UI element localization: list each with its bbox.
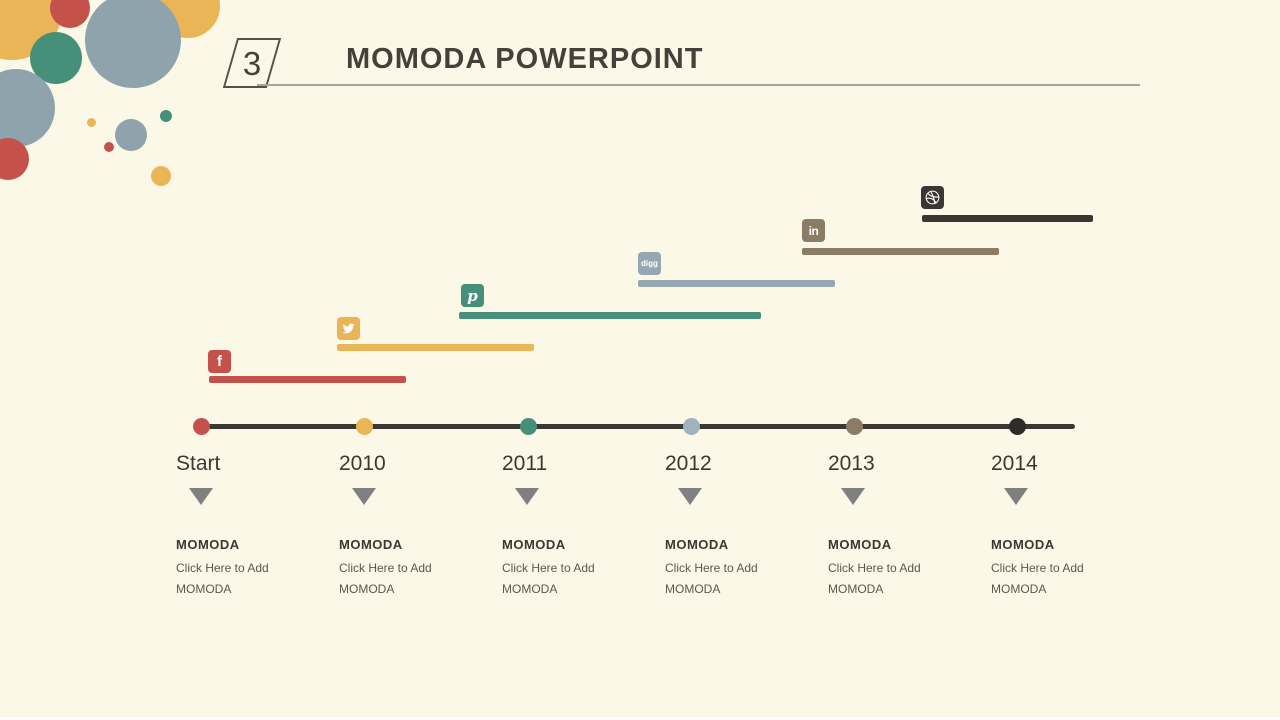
milestone-label: 2013 bbox=[828, 452, 875, 475]
facebook-glyph: f bbox=[217, 353, 222, 370]
arrow-down-icon bbox=[1004, 488, 1028, 505]
decorative-circle bbox=[104, 142, 114, 152]
pinterest-bar bbox=[459, 312, 761, 319]
timeline-dot-2013 bbox=[846, 418, 863, 435]
timeline-dot-2010 bbox=[356, 418, 373, 435]
milestone-placeholder-text[interactable]: Click Here to Add bbox=[991, 561, 1084, 575]
milestone-heading: MOMODA bbox=[339, 537, 403, 552]
milestone-placeholder-text[interactable]: MOMODA bbox=[828, 582, 884, 596]
arrow-down-icon bbox=[515, 488, 539, 505]
decorative-circle bbox=[115, 119, 147, 151]
milestone-label: 2012 bbox=[665, 452, 712, 475]
pinterest-icon: p bbox=[461, 284, 484, 307]
milestone-placeholder-text[interactable]: Click Here to Add bbox=[502, 561, 595, 575]
milestone-start: Start MOMODA Click Here to Add MOMODA bbox=[176, 452, 326, 602]
timeline-dot-2012 bbox=[683, 418, 700, 435]
milestone-placeholder-text[interactable]: MOMODA bbox=[665, 582, 721, 596]
dribbble-bar bbox=[922, 215, 1093, 222]
milestone-placeholder-text[interactable]: MOMODA bbox=[176, 582, 232, 596]
milestone-heading: MOMODA bbox=[502, 537, 566, 552]
decorative-circle bbox=[151, 166, 171, 186]
twitter-icon bbox=[337, 317, 360, 340]
facebook-icon: f bbox=[208, 350, 231, 373]
milestone-placeholder-text[interactable]: MOMODA bbox=[339, 582, 395, 596]
page-title: MOMODA POWERPOINT bbox=[346, 43, 704, 75]
milestone-label: 2010 bbox=[339, 452, 386, 475]
milestone-2012: 2012 MOMODA Click Here to Add MOMODA bbox=[665, 452, 815, 602]
arrow-down-icon bbox=[352, 488, 376, 505]
timeline-dot-2014 bbox=[1009, 418, 1026, 435]
section-number-box: 3 bbox=[222, 38, 282, 88]
milestone-heading: MOMODA bbox=[991, 537, 1055, 552]
arrow-down-icon bbox=[189, 488, 213, 505]
decorative-circle bbox=[85, 0, 181, 88]
milestone-2013: 2013 MOMODA Click Here to Add MOMODA bbox=[828, 452, 978, 602]
milestone-heading: MOMODA bbox=[176, 537, 240, 552]
milestone-label: Start bbox=[176, 452, 221, 475]
decorative-circle bbox=[160, 110, 172, 122]
milestone-2014: 2014 MOMODA Click Here to Add MOMODA bbox=[991, 452, 1141, 602]
milestone-heading: MOMODA bbox=[828, 537, 892, 552]
timeline-line bbox=[200, 424, 1075, 429]
slide-bottom-edge bbox=[0, 717, 1280, 720]
section-number: 3 bbox=[242, 44, 262, 82]
facebook-bar bbox=[209, 376, 406, 383]
milestone-placeholder-text[interactable]: MOMODA bbox=[991, 582, 1047, 596]
digg-bar bbox=[638, 280, 835, 287]
milestone-heading: MOMODA bbox=[665, 537, 729, 552]
timeline-dot-2011 bbox=[520, 418, 537, 435]
milestone-placeholder-text[interactable]: Click Here to Add bbox=[665, 561, 758, 575]
pinterest-glyph: p bbox=[467, 286, 478, 305]
linkedin-bar bbox=[802, 248, 999, 255]
decorative-circle bbox=[87, 118, 96, 127]
milestone-2010: 2010 MOMODA Click Here to Add MOMODA bbox=[339, 452, 489, 602]
linkedin-glyph: in bbox=[808, 223, 819, 238]
milestone-2011: 2011 MOMODA Click Here to Add MOMODA bbox=[502, 452, 652, 602]
milestone-placeholder-text[interactable]: Click Here to Add bbox=[339, 561, 432, 575]
dribbble-icon bbox=[921, 186, 944, 209]
dribbble-ball-glyph bbox=[925, 190, 940, 205]
digg-glyph: digg bbox=[641, 259, 658, 268]
digg-icon: digg bbox=[638, 252, 661, 275]
milestone-placeholder-text[interactable]: Click Here to Add bbox=[176, 561, 269, 575]
title-underline bbox=[257, 84, 1140, 86]
arrow-down-icon bbox=[841, 488, 865, 505]
milestone-placeholder-text[interactable]: MOMODA bbox=[502, 582, 558, 596]
twitter-bar bbox=[337, 344, 534, 351]
timeline-dot-start bbox=[193, 418, 210, 435]
twitter-bird-glyph bbox=[342, 323, 355, 334]
arrow-down-icon bbox=[678, 488, 702, 505]
milestone-placeholder-text[interactable]: Click Here to Add bbox=[828, 561, 921, 575]
milestone-label: 2011 bbox=[502, 452, 548, 475]
milestone-label: 2014 bbox=[991, 452, 1038, 475]
linkedin-icon: in bbox=[802, 219, 825, 242]
